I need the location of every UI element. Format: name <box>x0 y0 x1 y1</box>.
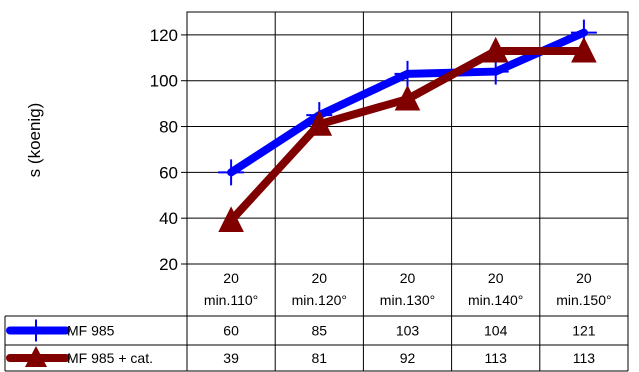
data-label: 81 <box>312 350 328 366</box>
data-point-triangle <box>571 36 597 63</box>
x-category-label: min.140° <box>468 292 523 308</box>
x-category-label: min.150° <box>556 292 611 308</box>
legend-label: MF 985 <box>67 323 115 339</box>
legend-label: MF 985 + cat. <box>67 350 153 366</box>
data-label: 104 <box>484 323 508 339</box>
x-category-label: 20 <box>576 270 592 286</box>
y-tick-label: 100 <box>150 72 178 91</box>
y-tick-label: 80 <box>159 118 178 137</box>
data-point-triangle <box>482 36 509 63</box>
x-category-label: min.130° <box>380 292 435 308</box>
legend-key-2 <box>6 346 70 367</box>
plot-area-border <box>186 11 629 265</box>
data-table: 20 min.110° 20 min.120° 20 min.130° 20 min.140°… <box>4 264 629 372</box>
data-label: 60 <box>223 323 239 339</box>
y-tick-label: 120 <box>150 26 178 45</box>
legend-key-1 <box>6 319 70 342</box>
x-category-label: min.110° <box>204 292 258 308</box>
plot-frame <box>186 11 629 265</box>
x-category-label: 20 <box>400 270 416 286</box>
data-label: 85 <box>312 323 328 339</box>
data-point-triangle <box>306 110 333 136</box>
data-point-cross <box>394 60 421 87</box>
data-point-cross <box>482 58 509 85</box>
y-axis-label: s (koenig) <box>25 103 44 178</box>
data-label: 103 <box>396 323 420 339</box>
data-point-triangle <box>218 206 244 232</box>
series-lines <box>218 19 597 232</box>
data-label: 113 <box>573 350 596 366</box>
x-category-label: min.120° <box>292 292 347 308</box>
x-category-label: 20 <box>312 270 328 286</box>
data-label: 113 <box>485 350 508 366</box>
x-category-label: 20 <box>223 270 239 286</box>
y-axis-ticks: 20 40 60 80 100 120 <box>150 26 187 274</box>
x-category-label: 20 <box>488 270 504 286</box>
y-tick-label: 20 <box>159 255 178 274</box>
data-label: 121 <box>572 323 596 339</box>
data-label: 39 <box>223 350 239 366</box>
data-point-triangle <box>394 84 421 111</box>
data-label: 92 <box>400 350 416 366</box>
data-point-cross <box>218 159 245 186</box>
y-tick-label: 40 <box>159 209 178 228</box>
y-tick-label: 60 <box>159 163 178 182</box>
